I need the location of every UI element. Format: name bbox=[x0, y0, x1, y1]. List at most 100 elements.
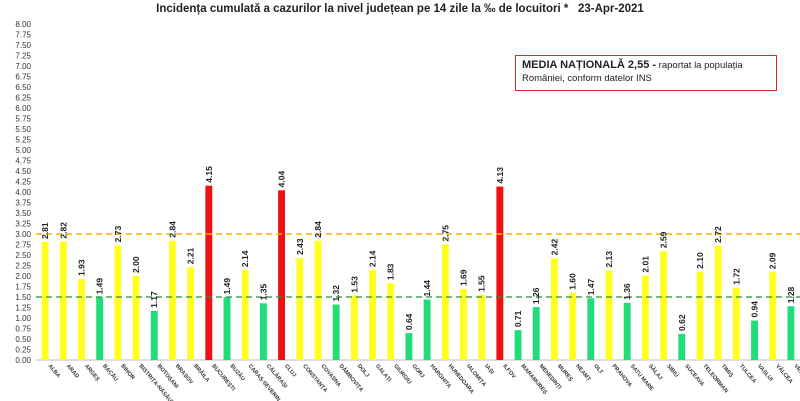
data-label: 1.35 bbox=[258, 283, 268, 300]
bar bbox=[41, 241, 49, 360]
bar bbox=[714, 245, 722, 360]
data-label: 2.43 bbox=[295, 238, 305, 255]
data-label: 4.15 bbox=[204, 166, 214, 183]
y-tick-label: 3.75 bbox=[15, 199, 31, 208]
data-label: 2.84 bbox=[313, 221, 323, 238]
data-label: 1.49 bbox=[222, 278, 232, 295]
bar bbox=[496, 186, 504, 360]
bar bbox=[132, 276, 140, 360]
bar bbox=[350, 295, 358, 360]
data-label: 4.13 bbox=[495, 167, 505, 184]
bar bbox=[59, 241, 67, 360]
bar bbox=[168, 240, 176, 360]
data-label: 2.82 bbox=[58, 222, 68, 239]
y-tick-label: 5.25 bbox=[15, 136, 31, 145]
bar bbox=[569, 292, 577, 360]
bar bbox=[278, 190, 286, 360]
y-tick-label: 7.00 bbox=[15, 62, 31, 71]
y-tick-label: 2.25 bbox=[15, 262, 31, 271]
bar bbox=[296, 257, 304, 360]
bar bbox=[369, 270, 376, 360]
x-tick-label: BUZĂU bbox=[228, 363, 246, 382]
bar bbox=[769, 272, 777, 360]
bar bbox=[660, 251, 668, 360]
x-tick-label: BACĂU bbox=[101, 363, 119, 383]
y-tick-label: 4.25 bbox=[15, 178, 31, 187]
data-label: 2.81 bbox=[40, 222, 50, 239]
bar bbox=[587, 298, 595, 360]
x-tick-label: TULCEA bbox=[738, 363, 757, 384]
bar bbox=[387, 283, 395, 360]
x-tick-label: OLT bbox=[592, 363, 604, 376]
data-label: 0.62 bbox=[677, 314, 687, 331]
data-label: 1.69 bbox=[458, 269, 468, 286]
x-tick-label: VÂLCEA bbox=[774, 363, 794, 385]
y-axis: 0.000.250.500.751.001.251.501.752.002.25… bbox=[15, 20, 800, 365]
bar bbox=[223, 297, 231, 360]
bar bbox=[678, 333, 686, 360]
x-tick-label: GALAȚI bbox=[374, 363, 392, 383]
bar bbox=[696, 271, 704, 360]
y-tick-label: 8.00 bbox=[15, 20, 31, 29]
bar bbox=[641, 275, 649, 360]
data-label: 1.60 bbox=[568, 273, 578, 290]
y-tick-label: 6.00 bbox=[15, 104, 31, 113]
y-tick-label: 0.25 bbox=[15, 346, 31, 355]
y-tick-label: 1.00 bbox=[15, 314, 31, 323]
data-label: 2.09 bbox=[768, 252, 778, 269]
x-tick-label: BIHOR bbox=[119, 363, 135, 381]
bar bbox=[787, 306, 795, 360]
data-label: 1.53 bbox=[349, 276, 359, 293]
y-tick-label: 1.75 bbox=[15, 283, 31, 292]
data-label: 2.72 bbox=[713, 226, 723, 243]
y-tick-label: 5.00 bbox=[15, 146, 31, 155]
data-label: 1.55 bbox=[477, 275, 487, 292]
y-tick-label: 1.25 bbox=[15, 304, 31, 313]
x-tick-label: VASLUI bbox=[756, 363, 774, 383]
bar bbox=[332, 304, 340, 360]
bar bbox=[114, 245, 122, 360]
y-tick-label: 7.25 bbox=[15, 52, 31, 61]
bar bbox=[514, 330, 522, 360]
data-label: 2.14 bbox=[240, 250, 250, 267]
data-label: 2.73 bbox=[113, 226, 123, 243]
national-average-note: raportat la populația României, conform … bbox=[522, 60, 743, 84]
x-tick-label: SĂLAJ bbox=[647, 363, 664, 382]
reference-lines bbox=[36, 233, 800, 298]
data-label: 2.59 bbox=[659, 231, 669, 248]
y-tick-label: 2.50 bbox=[15, 251, 31, 260]
bar bbox=[205, 185, 213, 360]
x-axis: ALBA ARAD ARGEȘ BACĂU BIHOR BISTRIȚA-NĂSĂUDBO… bbox=[47, 363, 800, 401]
bar bbox=[550, 258, 558, 360]
y-tick-label: 0.00 bbox=[15, 356, 31, 365]
data-label: 2.75 bbox=[440, 225, 450, 242]
data-label: 4.04 bbox=[277, 171, 287, 188]
y-tick-label: 6.25 bbox=[15, 94, 31, 103]
x-tick-label: NEAMȚ bbox=[574, 363, 592, 383]
data-label: 1.36 bbox=[622, 283, 632, 300]
bar bbox=[460, 289, 467, 360]
y-tick-label: 6.75 bbox=[15, 73, 31, 82]
data-label: 2.84 bbox=[167, 221, 177, 238]
bar bbox=[532, 307, 540, 360]
bar bbox=[605, 270, 613, 360]
national-average-box: MEDIA NAȚIONALĂ 2,55 - raportat la popul… bbox=[515, 55, 777, 91]
data-label: 2.14 bbox=[368, 250, 378, 267]
bar bbox=[314, 240, 322, 360]
x-tick-label: ARGEȘ bbox=[83, 363, 101, 382]
x-tick-label: MUREȘ bbox=[556, 363, 574, 383]
chart-title: Incidența cumulată a cazurilor la nivel … bbox=[156, 3, 644, 15]
bar bbox=[78, 278, 85, 360]
y-tick-label: 7.50 bbox=[15, 41, 31, 50]
y-tick-label: 7.75 bbox=[15, 31, 31, 40]
data-label: 0.64 bbox=[404, 313, 414, 330]
bar bbox=[96, 297, 104, 360]
value-labels: 2.81 2.82 1.93 1.49 2.73 2.00 1.17 2.84 2.21 4.15… bbox=[40, 166, 796, 331]
data-label: 2.10 bbox=[695, 252, 705, 269]
bar bbox=[150, 310, 158, 360]
y-tick-label: 6.50 bbox=[15, 83, 31, 92]
data-label: 2.21 bbox=[186, 247, 196, 264]
y-tick-label: 1.50 bbox=[15, 293, 31, 302]
bars bbox=[41, 185, 795, 360]
bar bbox=[623, 302, 631, 360]
